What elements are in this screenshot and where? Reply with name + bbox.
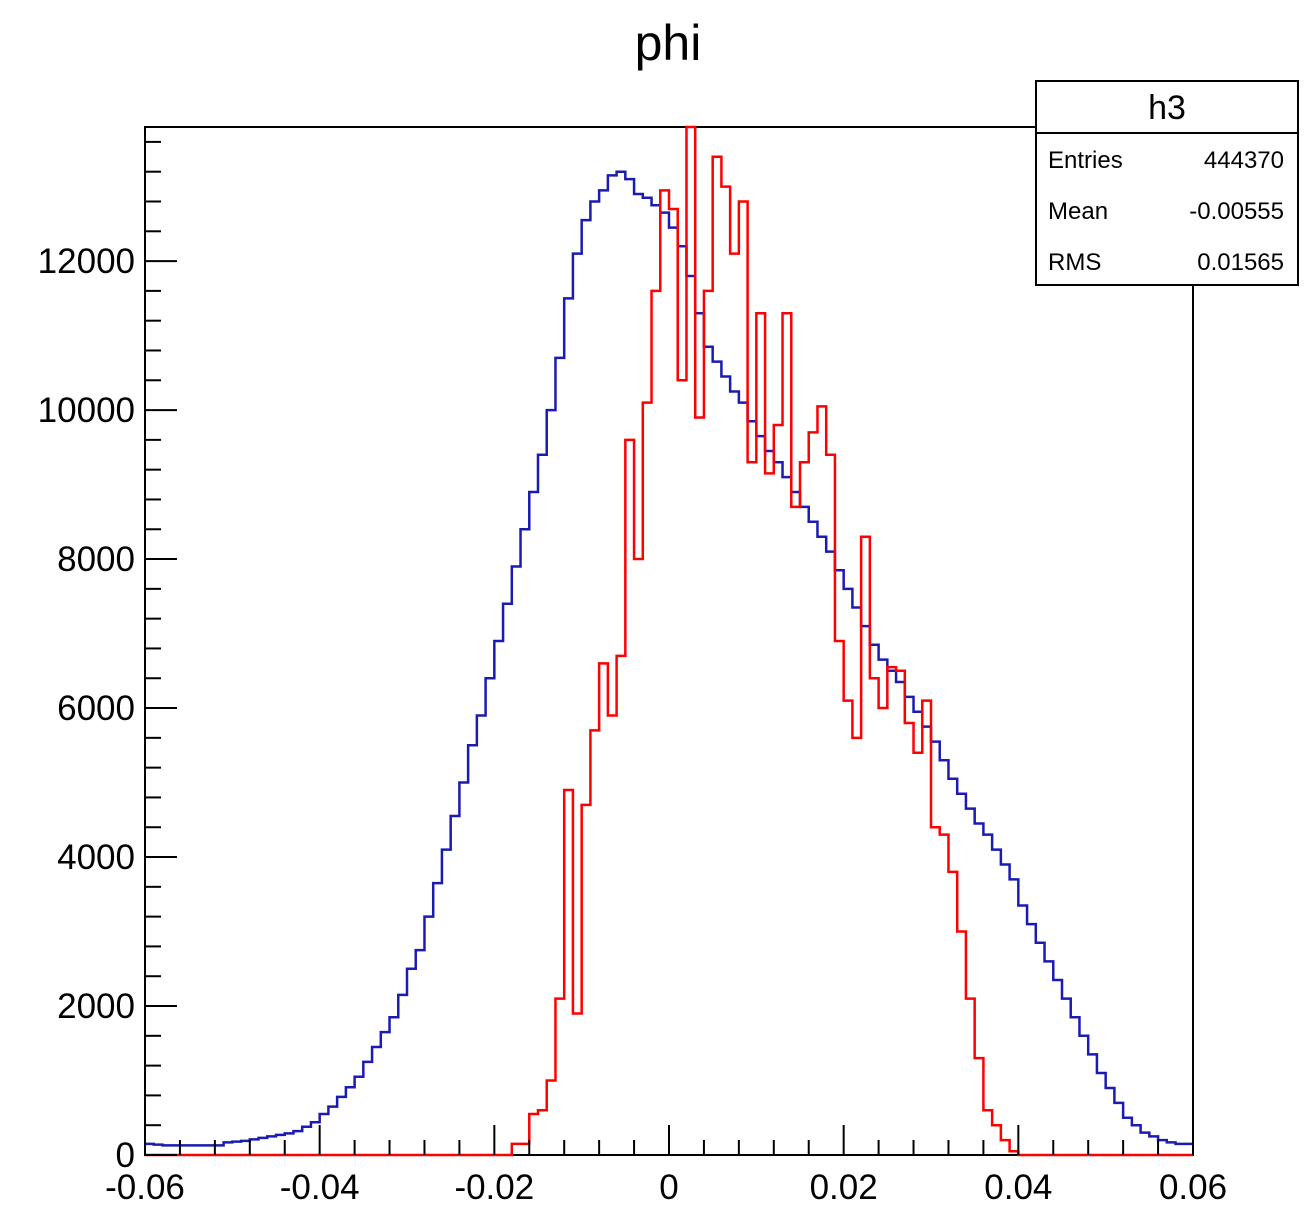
x-tick-label: -0.06 [105, 1168, 185, 1206]
x-tick-label: -0.02 [454, 1168, 534, 1206]
stats-entries-value: 444370 [1204, 147, 1284, 174]
series-red-histogram [145, 125, 1193, 1157]
y-tick-label: 4000 [57, 838, 135, 877]
stats-box: h3 Entries 444370 Mean -0.00555 RMS 0.01… [1035, 80, 1299, 286]
y-tick-label: 10000 [38, 391, 135, 430]
series-blue-histogram [145, 170, 1193, 1147]
series-layer [145, 125, 1193, 1157]
x-tick-label: 0 [659, 1168, 678, 1206]
axes-layer: -0.06 -0.04 -0.02 0 0.02 0.04 0.06 0 2000 4000 600… [38, 140, 1227, 1206]
x-tick-label: -0.04 [280, 1168, 360, 1206]
chart-title: phi [635, 15, 702, 71]
x-tick-label: 0.06 [1159, 1168, 1227, 1206]
stats-mean-label: Mean [1048, 198, 1108, 225]
stats-box-frame [1035, 80, 1299, 286]
y-tick-label: 12000 [38, 242, 135, 281]
stats-rms-label: RMS [1048, 249, 1101, 276]
stats-box-title: h3 [1148, 89, 1186, 127]
y-tick-label: 6000 [57, 689, 135, 728]
stats-mean-value: -0.00555 [1189, 198, 1284, 225]
y-tick-label: 2000 [57, 987, 135, 1026]
stats-rms-value: 0.01565 [1197, 249, 1284, 276]
y-tick-label: 8000 [57, 540, 135, 579]
x-tick-label: 0.02 [810, 1168, 878, 1206]
x-tick-label: 0.04 [984, 1168, 1052, 1206]
stats-entries-label: Entries [1048, 147, 1123, 174]
y-tick-label: 0 [116, 1136, 135, 1175]
